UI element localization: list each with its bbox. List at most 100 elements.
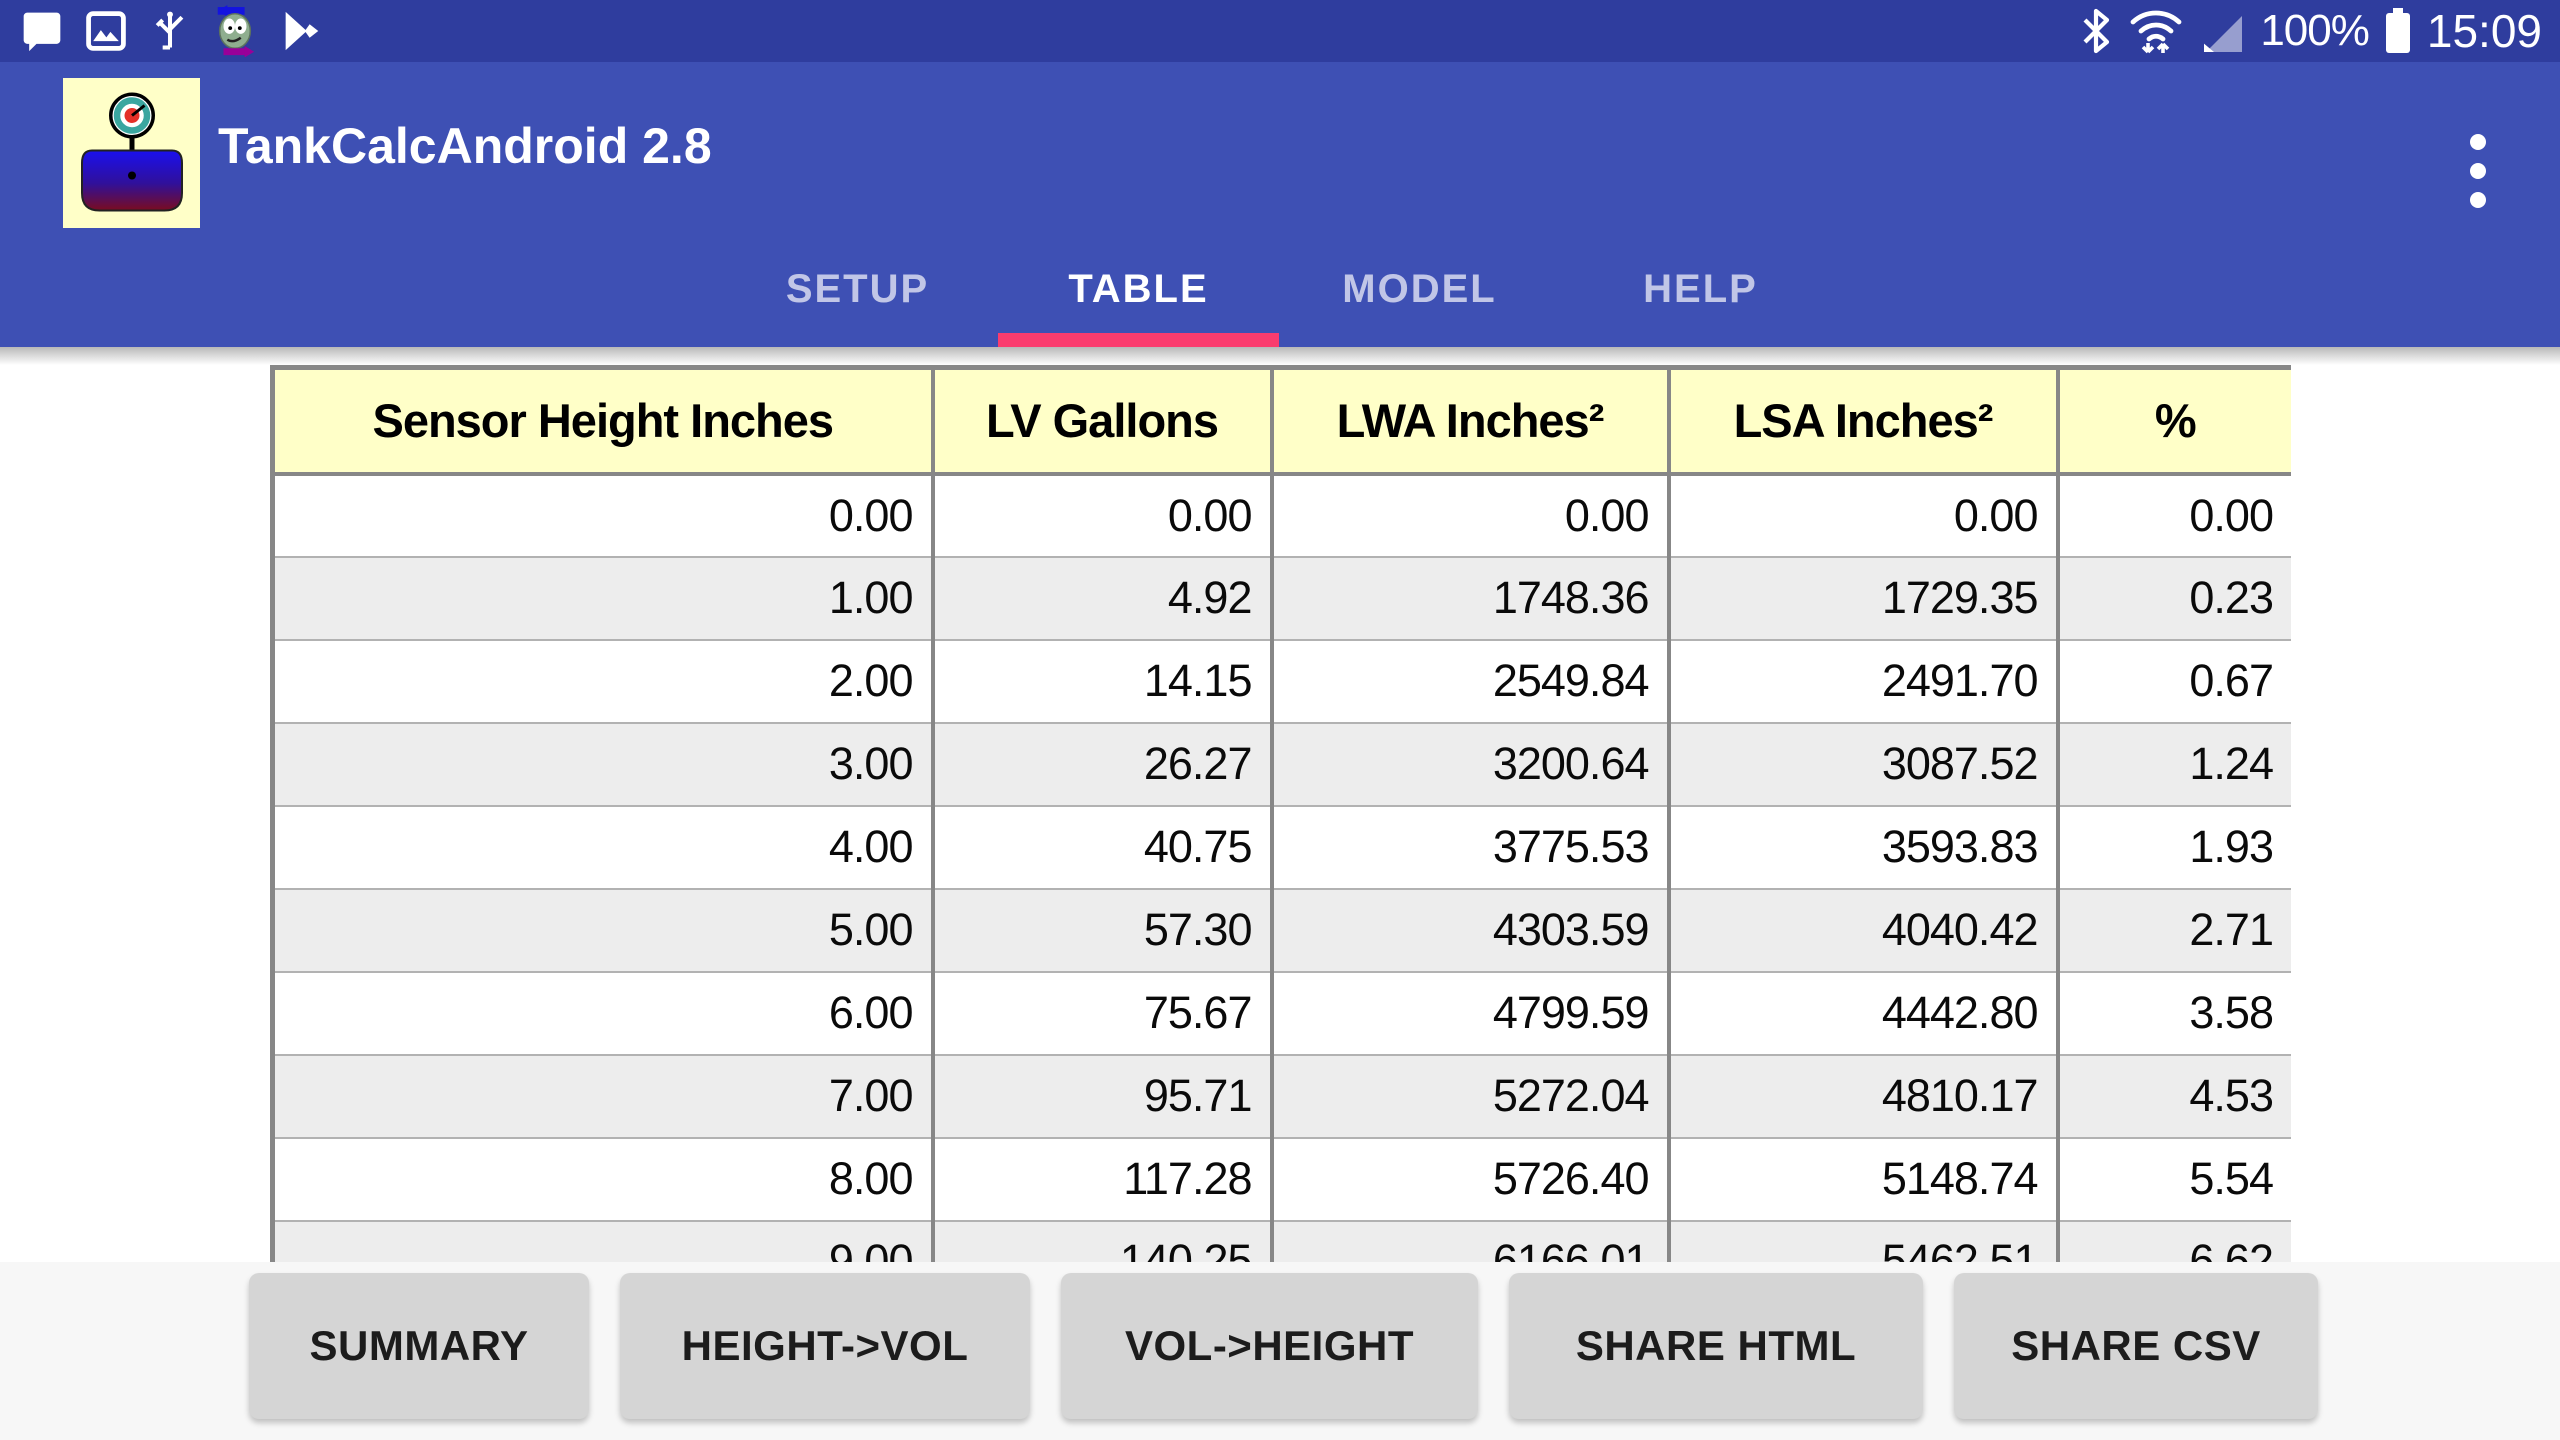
battery-icon [2385,8,2410,53]
table-cell: 8.00 [272,1136,933,1221]
table-row: 5.00 57.30 4303.59 4040.42 2.71 [272,887,2291,972]
wifi-icon [2130,10,2182,54]
height-vol-button[interactable]: HEIGHT->VOL [620,1273,1030,1419]
table-cell: 57.30 [930,887,1272,972]
sync-face-app-icon [217,5,255,57]
table-cell: 2.00 [272,638,933,723]
table-cell: 7.00 [272,1053,933,1138]
bottom-button-bar: SUMMARY HEIGHT->VOL VOL->HEIGHT SHARE HTML S… [0,1262,2560,1440]
appbar-shadow [0,347,2560,365]
table-header-cell: LSA Inches² [1666,367,2058,476]
table-cell: 6166.01 [1269,1219,1669,1262]
table-cell: 0.00 [1269,473,1669,557]
table-cell: 2.71 [2055,887,2291,972]
summary-button[interactable]: SUMMARY [249,1273,589,1419]
vol-height-button[interactable]: VOL->HEIGHT [1061,1273,1478,1419]
table-row: 1.00 4.92 1748.36 1729.35 0.23 [272,555,2291,640]
gallery-icon [86,11,126,51]
table-cell: 2549.84 [1269,638,1669,723]
table-cell: 6.00 [272,970,933,1055]
table-cell: 4799.59 [1269,970,1669,1055]
table-cell: 5148.74 [1666,1136,2058,1221]
tab-bar: SETUP TABLE MODEL HELP [717,232,1841,347]
table-cell: 26.27 [930,721,1272,806]
table-cell: 4.53 [2055,1053,2291,1138]
table-cell: 5272.04 [1269,1053,1669,1138]
table-row: 8.00 117.28 5726.40 5148.74 5.54 [272,1136,2291,1221]
table-cell: 4442.80 [1666,970,2058,1055]
share-csv-button[interactable]: SHARE CSV [1954,1273,2318,1419]
status-bar: 100% 15:09 [0,0,2560,62]
status-bar-notifications [20,0,324,62]
table-cell: 3593.83 [1666,804,2058,889]
table-cell: 3087.52 [1666,721,2058,806]
table-cell: 5.54 [2055,1136,2291,1221]
results-table: Sensor Height Inches LV Gallons LWA Inches… [270,365,2291,1262]
table-row: 7.00 95.71 5272.04 4810.17 4.53 [272,1053,2291,1138]
table-header-cell: Sensor Height Inches [272,367,933,476]
table-cell: 14.15 [930,638,1272,723]
battery-percent-label: 100% [2260,6,2370,55]
table-cell: 1729.35 [1666,555,2058,640]
plant-notification-icon [155,11,184,50]
table-cell: 0.67 [2055,638,2291,723]
table-cell: 5726.40 [1269,1136,1669,1221]
table-cell: 6.62 [2055,1219,2291,1262]
table-cell: 3.00 [272,721,933,806]
tab-table[interactable]: TABLE [998,232,1279,347]
table-cell: 4040.42 [1666,887,2058,972]
results-table-scroll-area[interactable]: Sensor Height Inches LV Gallons LWA Inches… [270,365,2291,1262]
tab-model[interactable]: MODEL [1342,267,1497,311]
overflow-menu-button[interactable] [2458,116,2498,226]
table-row: 0.00 0.00 0.00 0.00 0.00 [272,473,2291,557]
table-row: 6.00 75.67 4799.59 4442.80 3.58 [272,970,2291,1055]
table-cell: 4.00 [272,804,933,889]
table-row: 9.00 140.25 6166.01 5462.51 6.62 [272,1219,2291,1262]
table-cell: 75.67 [930,970,1272,1055]
share-html-button[interactable]: SHARE HTML [1509,1273,1923,1419]
table-cell: 1.93 [2055,804,2291,889]
table-cell: 0.00 [272,473,933,557]
app-icon [63,78,200,228]
table-cell: 0.23 [2055,555,2291,640]
table-header-cell: LWA Inches² [1269,367,1669,476]
table-cell: 4810.17 [1666,1053,2058,1138]
table-row: 3.00 26.27 3200.64 3087.52 1.24 [272,721,2291,806]
table-cell: 3200.64 [1269,721,1669,806]
table-cell: 140.25 [930,1219,1272,1262]
table-header-row: Sensor Height Inches LV Gallons LWA Inches… [272,367,2291,476]
table-row: 4.00 40.75 3775.53 3593.83 1.93 [272,804,2291,889]
table-cell: 95.71 [930,1053,1272,1138]
table-cell: 0.00 [2055,473,2291,557]
table-cell: 9.00 [272,1219,933,1262]
table-cell: 1.24 [2055,721,2291,806]
table-cell: 3775.53 [1269,804,1669,889]
table-cell: 3.58 [2055,970,2291,1055]
app-bar: TankCalcAndroid 2.8 SETUP TABLE MODEL HELP [0,62,2560,347]
bluetooth-icon [2083,8,2110,54]
table-cell: 1748.36 [1269,555,1669,640]
table-cell: 0.00 [930,473,1272,557]
table-cell: 0.00 [1666,473,2058,557]
tab-setup[interactable]: SETUP [785,267,930,311]
button-row: SUMMARY HEIGHT->VOL VOL->HEIGHT SHARE HTML S… [249,1273,2318,1419]
table-cell: 4.92 [930,555,1272,640]
table-cell: 1.00 [272,555,933,640]
table-header-cell: % [2055,367,2291,476]
overflow-dot [2470,192,2486,208]
page-title: TankCalcAndroid 2.8 [218,118,712,174]
status-bar-system: 100% 15:09 [2078,0,2542,62]
table-cell: 40.75 [930,804,1272,889]
overflow-dot [2470,163,2486,179]
tab-help[interactable]: HELP [1643,267,1758,311]
table-header-cell: LV Gallons [930,367,1272,476]
table-cell: 117.28 [930,1136,1272,1221]
table-cell: 4303.59 [1269,887,1669,972]
play-store-icon [285,11,319,51]
table-cell: 2491.70 [1666,638,2058,723]
chat-icon [23,12,61,52]
overflow-dot [2470,134,2486,150]
table-cell: 5462.51 [1666,1219,2058,1262]
cell-signal-icon [2204,16,2243,52]
